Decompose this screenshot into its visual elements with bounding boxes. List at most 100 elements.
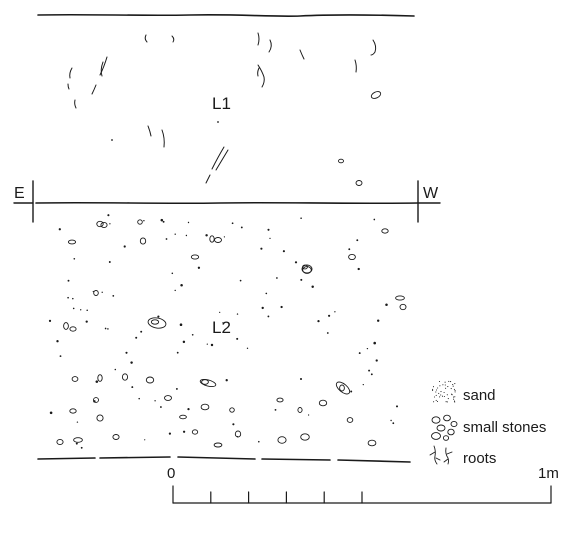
sand-grain	[108, 261, 111, 263]
sand-grain	[191, 333, 194, 336]
stone	[381, 228, 389, 234]
stone-large	[147, 317, 167, 329]
sand-grain	[219, 311, 221, 314]
sand-grain	[362, 383, 364, 386]
sand-grain	[160, 218, 164, 222]
stone	[96, 220, 104, 228]
sand-grain	[59, 355, 62, 358]
sand-grain	[197, 266, 201, 269]
sand-grain	[373, 218, 376, 221]
sand-grain	[260, 247, 263, 250]
stone	[318, 399, 328, 407]
sand-grain	[80, 309, 82, 311]
stone	[190, 254, 200, 260]
sand-grain	[210, 343, 214, 347]
sand-grain	[185, 234, 188, 237]
sand-grain	[187, 221, 190, 224]
stone	[112, 434, 120, 440]
sand-grain	[56, 340, 59, 343]
stone	[69, 408, 77, 414]
stone	[121, 373, 129, 381]
scale-label-end: 1m	[538, 465, 559, 482]
sand-grain	[357, 267, 360, 271]
sand-grain	[179, 323, 183, 326]
sand-grain	[72, 307, 75, 310]
sand-grain	[311, 285, 314, 289]
sand-grain	[131, 386, 134, 389]
stone	[164, 395, 172, 401]
sand-grain	[231, 222, 234, 225]
stone	[63, 322, 69, 330]
sand-grain	[174, 289, 176, 292]
sand-grain	[104, 327, 107, 330]
sand-grain	[366, 347, 369, 350]
stone	[339, 384, 345, 392]
sand-grain	[236, 435, 239, 438]
sand-grain	[267, 228, 270, 231]
sand-grain	[395, 405, 399, 408]
sand-grain	[85, 320, 88, 323]
scale-ticks	[172, 485, 552, 504]
sand-grain	[294, 261, 298, 264]
sand-grain	[317, 319, 320, 323]
sand-grain	[135, 336, 138, 339]
sand-grain	[350, 390, 353, 393]
stone	[399, 303, 407, 311]
sand-grain	[107, 214, 110, 217]
sand-grain	[101, 291, 103, 293]
sand-grain	[223, 236, 225, 238]
sand-grain	[392, 422, 395, 425]
sand-grain	[80, 446, 83, 449]
stone-large	[335, 381, 351, 395]
stone	[96, 414, 104, 422]
sand-grain	[373, 341, 376, 345]
stone	[209, 235, 215, 243]
sand-grain	[206, 343, 208, 345]
section-base-line	[37, 456, 411, 463]
stone	[137, 219, 143, 225]
sand-grain	[385, 303, 388, 307]
sand-stipple-icon	[432, 380, 456, 403]
stone	[234, 430, 242, 438]
stone-large	[199, 378, 217, 388]
sand-grain	[377, 319, 380, 322]
sand-grain	[165, 238, 168, 240]
sand-grain	[93, 400, 96, 403]
sand-grain	[182, 430, 186, 433]
legend: sand small stones roots	[429, 380, 546, 467]
legend-label-sand: sand	[463, 387, 496, 404]
sand-grain	[236, 313, 239, 315]
sand-grain	[236, 337, 239, 340]
sand-grain	[48, 319, 52, 323]
stone	[93, 290, 99, 296]
sand-grain	[300, 278, 303, 281]
stone	[346, 417, 354, 423]
ground-surface-line	[37, 13, 415, 17]
sand-grain	[261, 306, 264, 310]
sand-grain	[76, 421, 79, 423]
stone	[179, 414, 187, 420]
sand-grain	[205, 234, 208, 237]
sand-grain	[75, 442, 78, 445]
sand-grain	[368, 369, 371, 372]
sand-grain	[348, 248, 351, 251]
sand-grain	[269, 237, 271, 240]
layer-label-l2: L2	[212, 318, 231, 337]
sand-grain	[175, 387, 178, 390]
sand-grain	[334, 311, 336, 313]
sand-grain	[140, 330, 143, 333]
sand-grain	[232, 423, 235, 426]
layer-boundary-line	[35, 201, 419, 205]
orientation-label-west: W	[423, 185, 439, 202]
sand-grain	[154, 400, 156, 402]
legend-label-roots: roots	[463, 450, 496, 467]
stone	[73, 437, 83, 443]
sand-grain	[300, 217, 302, 219]
sand-grain	[390, 419, 392, 422]
sand-grain	[326, 332, 329, 334]
sand-grain	[159, 406, 162, 408]
sand-grain	[282, 250, 285, 253]
sand-grain	[246, 347, 249, 349]
sand-grain	[176, 351, 179, 354]
